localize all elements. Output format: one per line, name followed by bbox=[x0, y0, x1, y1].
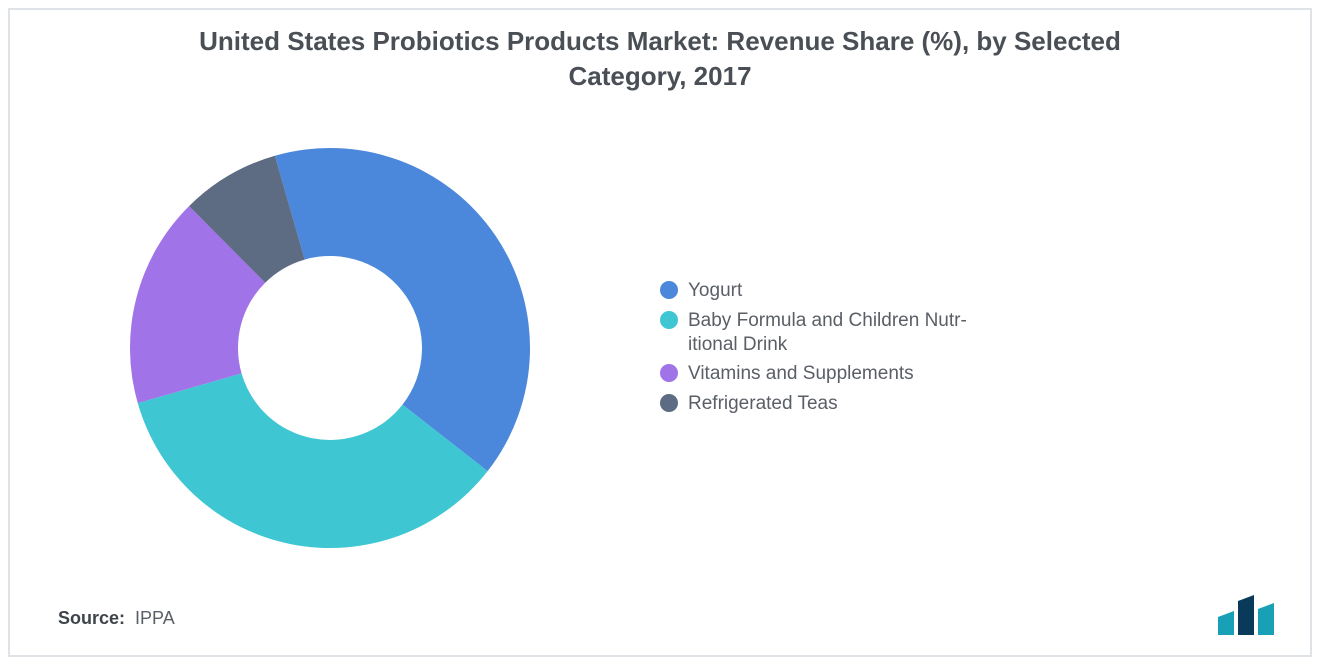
chart-frame: United States Probiotics Products Market… bbox=[8, 8, 1312, 657]
legend-label: Baby Formula and Children Nutr-itional D… bbox=[688, 309, 967, 357]
chart-legend: Yogurt Baby Formula and Children Nutr-iti… bbox=[650, 273, 1310, 422]
title-line-1: United States Probiotics Products Market… bbox=[199, 26, 1121, 56]
donut-chart bbox=[10, 128, 650, 568]
source-attribution: Source: IPPA bbox=[58, 608, 175, 629]
brand-logo bbox=[1216, 591, 1280, 637]
source-value: IPPA bbox=[135, 608, 175, 628]
legend-swatch bbox=[660, 281, 678, 299]
legend-label: Vitamins and Supplements bbox=[688, 362, 914, 386]
logo-bar bbox=[1218, 611, 1234, 635]
legend-item: Yogurt bbox=[660, 279, 1250, 303]
legend-label: Yogurt bbox=[688, 279, 742, 303]
source-label: Source: bbox=[58, 608, 125, 628]
logo-bar bbox=[1238, 595, 1254, 635]
legend-item: Baby Formula and Children Nutr-itional D… bbox=[660, 309, 1250, 357]
chart-title: United States Probiotics Products Market… bbox=[10, 24, 1310, 94]
logo-bar bbox=[1258, 603, 1274, 635]
title-line-2: Category, 2017 bbox=[568, 61, 751, 91]
legend-swatch bbox=[660, 364, 678, 382]
legend-item: Refrigerated Teas bbox=[660, 392, 1250, 416]
legend-label: Refrigerated Teas bbox=[688, 392, 838, 416]
legend-swatch bbox=[660, 311, 678, 329]
legend-swatch bbox=[660, 394, 678, 412]
legend-item: Vitamins and Supplements bbox=[660, 362, 1250, 386]
chart-content: Yogurt Baby Formula and Children Nutr-iti… bbox=[10, 110, 1310, 585]
